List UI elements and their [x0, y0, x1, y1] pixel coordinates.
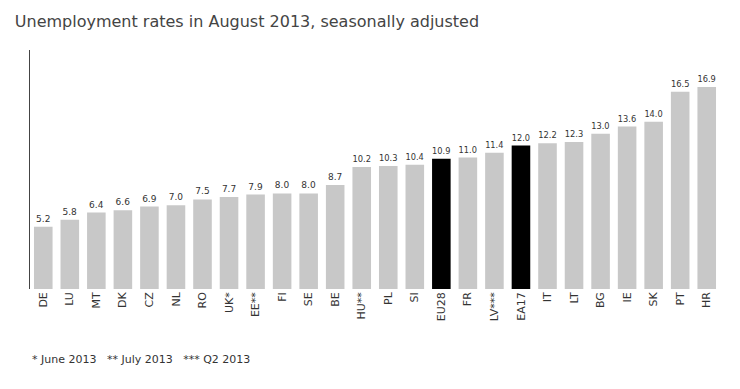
- svg-text:IT: IT: [541, 292, 554, 302]
- svg-text:10.3: 10.3: [379, 153, 398, 163]
- svg-text:11.4: 11.4: [485, 140, 503, 150]
- svg-text:6.6: 6.6: [116, 197, 131, 207]
- svg-text:PL: PL: [382, 291, 395, 305]
- svg-text:DK: DK: [116, 291, 129, 307]
- svg-text:13.6: 13.6: [618, 114, 636, 124]
- svg-text:12.3: 12.3: [565, 129, 584, 139]
- svg-text:11.0: 11.0: [459, 145, 477, 155]
- svg-text:12.2: 12.2: [538, 130, 557, 140]
- svg-text:14.0: 14.0: [644, 109, 662, 119]
- svg-text:16.5: 16.5: [671, 79, 690, 89]
- svg-text:LU: LU: [63, 292, 76, 306]
- svg-text:IE: IE: [621, 292, 634, 302]
- svg-text:LV***: LV***: [488, 292, 501, 321]
- svg-text:BE: BE: [329, 292, 342, 307]
- svg-text:LT: LT: [568, 292, 581, 304]
- svg-text:EE**: EE**: [249, 292, 262, 317]
- svg-text:13.0: 13.0: [591, 121, 609, 131]
- svg-text:DE: DE: [37, 292, 50, 307]
- svg-text:HU**: HU**: [355, 292, 368, 320]
- svg-text:EA17: EA17: [515, 292, 528, 320]
- svg-text:BG: BG: [594, 292, 607, 308]
- svg-text:5.8: 5.8: [63, 207, 78, 217]
- svg-text:NL: NL: [170, 291, 183, 306]
- svg-text:8.0: 8.0: [301, 180, 316, 190]
- svg-text:12.0: 12.0: [512, 133, 530, 143]
- svg-text:UK*: UK*: [223, 292, 236, 313]
- svg-text:6.4: 6.4: [89, 200, 104, 210]
- svg-text:SE: SE: [302, 292, 315, 306]
- svg-text:CZ: CZ: [143, 292, 156, 308]
- svg-text:16.9: 16.9: [697, 74, 715, 84]
- svg-text:FR: FR: [461, 292, 474, 306]
- svg-text:10.2: 10.2: [352, 154, 371, 164]
- svg-text:SI: SI: [408, 292, 421, 302]
- svg-text:7.9: 7.9: [248, 182, 263, 192]
- svg-text:PT: PT: [674, 292, 687, 306]
- svg-text:EU28: EU28: [435, 292, 448, 321]
- svg-text:7.7: 7.7: [222, 184, 236, 194]
- svg-text:10.9: 10.9: [432, 146, 450, 156]
- svg-text:* June 2013 ** July 2013 *: * June 2013 ** July 2013 *** Q2 2013: [32, 353, 250, 366]
- svg-text:10.4: 10.4: [406, 152, 424, 162]
- svg-text:8.7: 8.7: [328, 172, 342, 182]
- svg-text:RO: RO: [196, 292, 209, 309]
- svg-text:7.5: 7.5: [195, 186, 209, 196]
- svg-text:6.9: 6.9: [142, 194, 157, 204]
- svg-text:FI: FI: [276, 292, 289, 302]
- svg-text:HR: HR: [700, 292, 713, 308]
- svg-text:Unemployment rates in August 2: Unemployment rates in August 2013, seaso…: [15, 12, 479, 31]
- svg-text:MT: MT: [90, 292, 103, 308]
- svg-text:8.0: 8.0: [275, 180, 290, 190]
- svg-text:SK: SK: [647, 291, 660, 306]
- svg-text:7.0: 7.0: [169, 192, 184, 202]
- svg-text:5.2: 5.2: [36, 214, 50, 224]
